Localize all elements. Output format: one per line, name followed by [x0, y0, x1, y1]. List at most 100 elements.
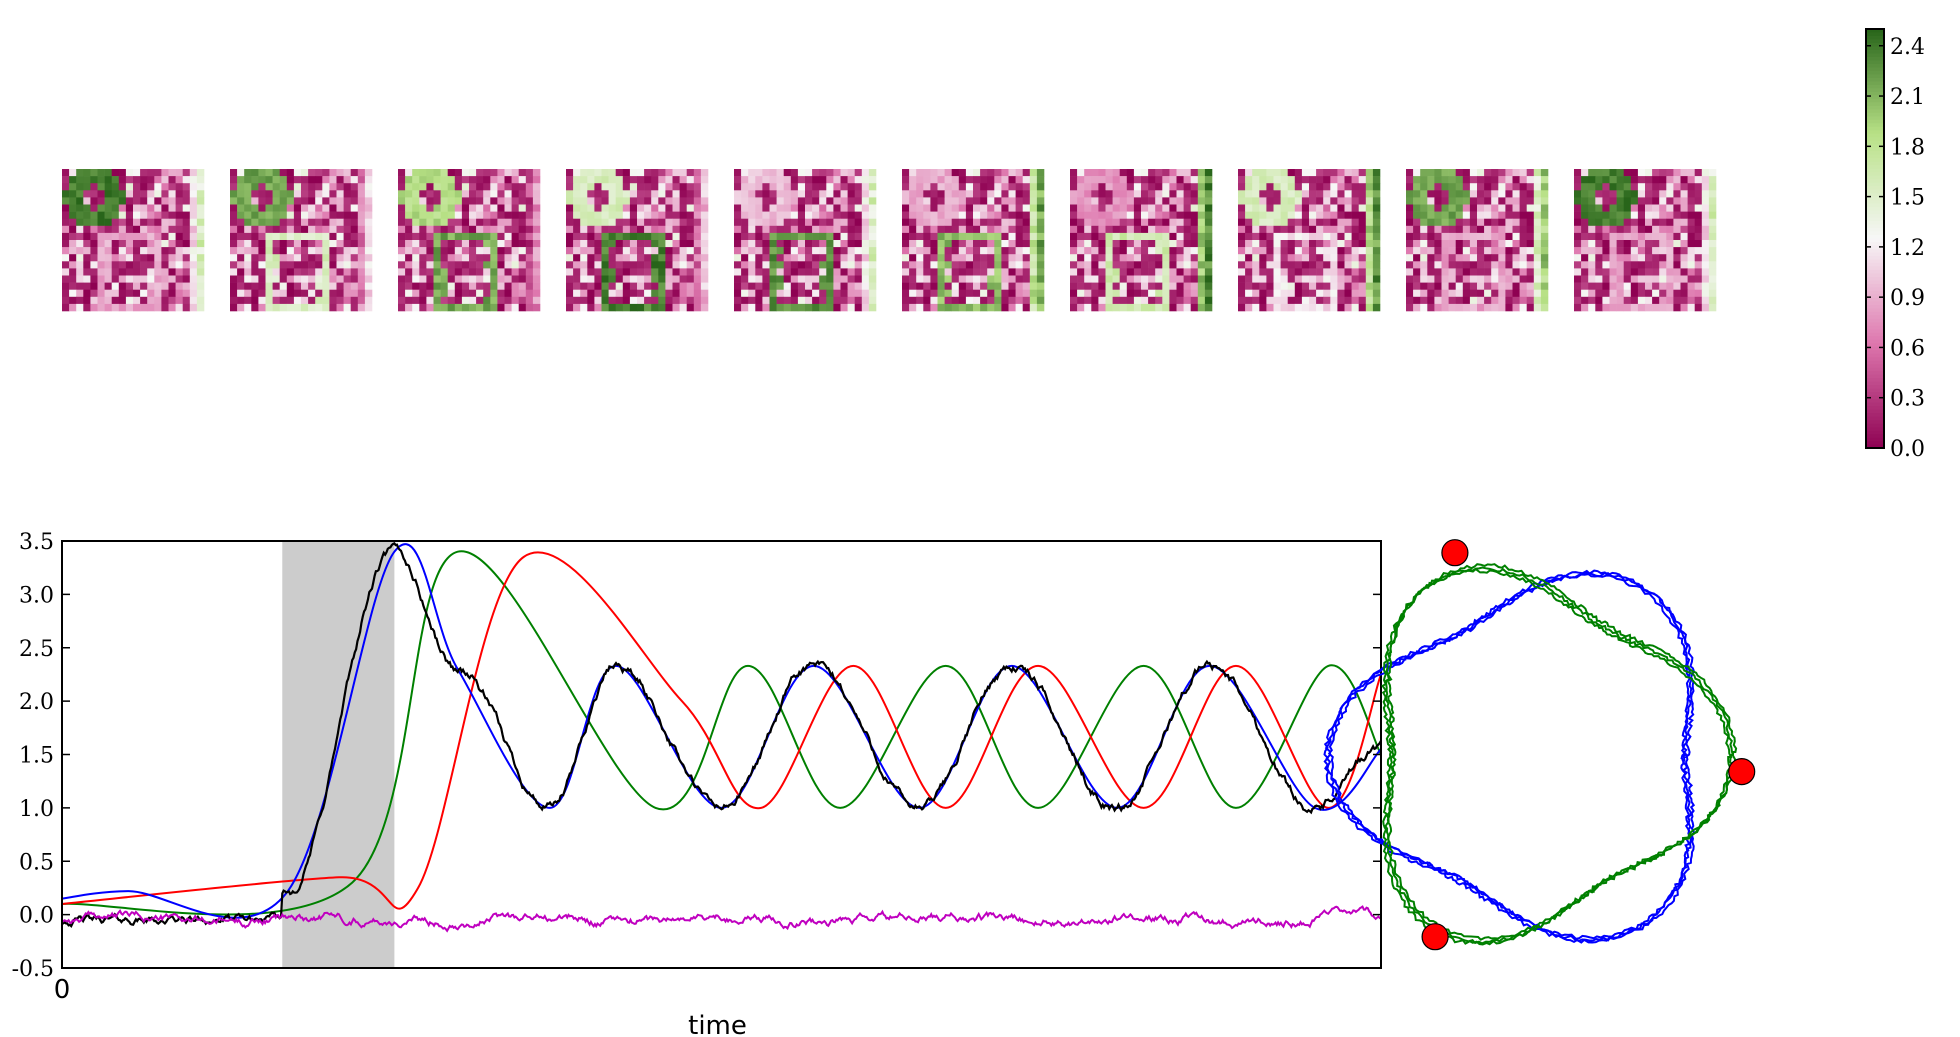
heatmap-cell	[1287, 275, 1296, 283]
heatmap-cell	[840, 197, 848, 205]
phase-marker	[1421, 923, 1449, 951]
heatmap-cell	[1616, 225, 1624, 234]
heatmap-cell	[1602, 247, 1610, 255]
heatmap-cell	[973, 261, 981, 269]
heatmap-cell	[258, 211, 266, 219]
heatmap-cell	[454, 183, 463, 191]
heatmap-cell	[1455, 240, 1464, 248]
heatmap-cell	[951, 268, 960, 276]
heatmap-cell	[343, 183, 351, 191]
heatmap-cell	[1015, 247, 1023, 255]
heatmap-cell	[343, 247, 351, 255]
heatmap-cell	[133, 247, 141, 255]
heatmap-cell	[1645, 197, 1653, 205]
heatmap-cell	[573, 225, 581, 234]
heatmap-cell	[1420, 183, 1428, 191]
heatmap-cell	[1462, 275, 1471, 283]
heatmap-cell	[944, 232, 952, 241]
heatmap-cell	[118, 303, 127, 312]
heatmap-cell	[1141, 254, 1149, 262]
heatmap-cell	[1623, 225, 1632, 234]
heatmap-cell	[469, 289, 477, 298]
heatmap-cell	[1708, 225, 1717, 234]
heatmap-cell	[1540, 296, 1549, 305]
heatmap-cell	[1148, 169, 1156, 177]
heatmap-cell	[1420, 240, 1428, 248]
heatmap-cell	[1630, 183, 1639, 191]
heatmap-cell	[1098, 197, 1106, 205]
heatmap-cell	[1238, 268, 1246, 276]
heatmap-cell	[140, 282, 148, 290]
heatmap-cell	[69, 275, 77, 283]
heatmap-cell	[679, 275, 687, 283]
heatmap-cell	[854, 275, 863, 283]
heatmap-cell	[251, 282, 259, 290]
heatmap-cell	[272, 289, 280, 298]
heatmap-cell	[525, 197, 534, 205]
heatmap-cell	[125, 296, 134, 305]
heatmap-cell	[1344, 254, 1352, 262]
heatmap-cell	[594, 218, 602, 227]
heatmap-cell	[504, 282, 512, 290]
heatmap-cell	[258, 204, 266, 212]
heatmap-cell	[490, 190, 498, 198]
heatmap-cell	[154, 190, 162, 198]
heatmap-cell	[965, 232, 974, 241]
heatmap-cell	[1001, 197, 1009, 205]
heatmap-cell	[147, 254, 155, 262]
heatmap-cell	[1533, 254, 1542, 262]
heatmap-cell	[1105, 183, 1113, 191]
heatmap-cell	[1008, 204, 1016, 212]
heatmap-cell	[140, 176, 148, 184]
heatmap-cell	[819, 261, 827, 269]
heatmap-cell	[1540, 268, 1549, 276]
heatmap-cell	[279, 204, 288, 212]
heatmap-cell	[440, 289, 448, 298]
heatmap-cell	[343, 289, 351, 298]
heatmap-cell	[168, 211, 176, 219]
heatmap-cell	[1084, 289, 1092, 298]
heatmap-cell	[1098, 169, 1106, 177]
heatmap-cell	[329, 211, 337, 219]
heatmap-cell	[1105, 296, 1113, 305]
heatmap-cell	[769, 211, 777, 219]
heatmap-cell	[279, 303, 288, 312]
heatmap-cell	[833, 240, 841, 248]
heatmap-cell	[1105, 247, 1113, 255]
heatmap-cell	[861, 296, 870, 305]
heatmap-cell	[1162, 261, 1170, 269]
heatmap-cell	[693, 275, 702, 283]
colorbar-gradient-slice	[1866, 364, 1884, 369]
heatmap-cell	[1316, 232, 1324, 241]
heatmap-cell	[861, 218, 870, 227]
heatmap-cell	[833, 303, 841, 312]
heatmap-cell	[532, 204, 541, 212]
heatmap-cell	[433, 225, 441, 234]
heatmap-cell	[1491, 303, 1499, 312]
heatmap-cell	[1441, 176, 1449, 184]
heatmap-cell	[1091, 296, 1099, 305]
heatmap-cell	[580, 197, 588, 205]
heatmap-cell	[1119, 232, 1128, 241]
heatmap-cell	[62, 190, 70, 198]
heatmap-cell	[76, 204, 84, 212]
heatmap-cell	[525, 275, 534, 283]
heatmap-cell	[826, 183, 834, 191]
heatmap-cell	[812, 169, 820, 177]
heatmap-cell	[1169, 254, 1177, 262]
heatmap-cell	[1015, 268, 1023, 276]
heatmap-cell	[797, 282, 806, 290]
heatmap-cell	[902, 254, 910, 262]
heatmap-cell	[930, 183, 938, 191]
heatmap-cell	[1498, 183, 1506, 191]
heatmap-cell	[594, 247, 602, 255]
heatmap-cell	[111, 268, 120, 276]
heatmap-cell	[168, 289, 176, 298]
heatmap-cell	[1609, 232, 1617, 241]
heatmap-cell	[833, 176, 841, 184]
heatmap-cell	[419, 218, 427, 227]
heatmap-cell	[980, 261, 988, 269]
heatmap-cell	[1323, 254, 1331, 262]
heatmap-cell	[1330, 268, 1338, 276]
heatmap-cell	[433, 190, 441, 198]
